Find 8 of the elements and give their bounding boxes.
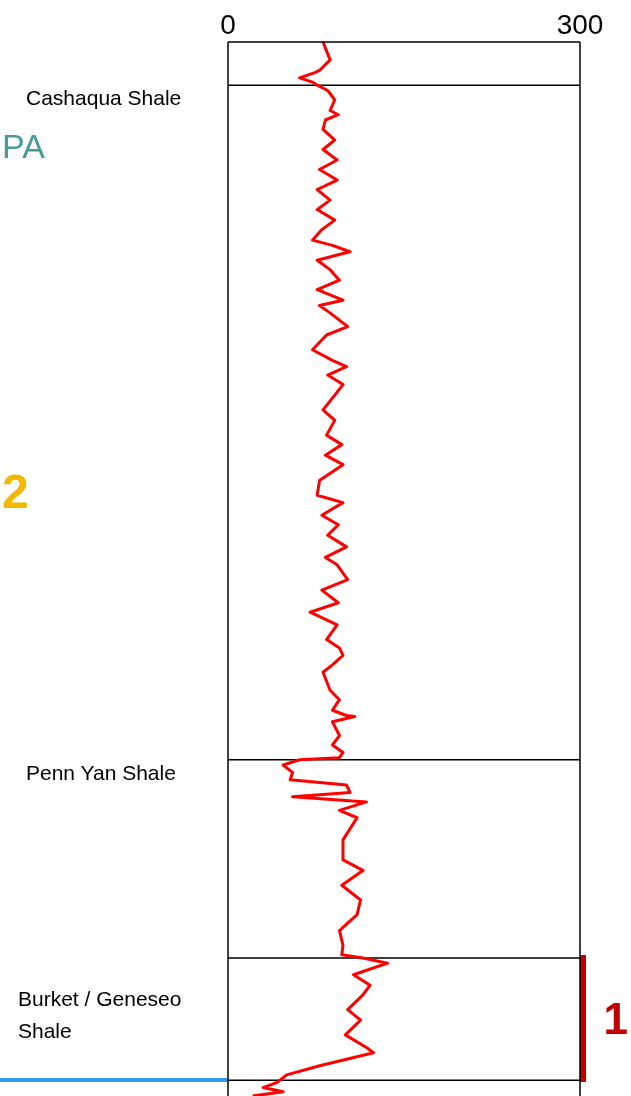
text: PA <box>2 127 46 165</box>
x-tick-label: 300 <box>556 9 604 40</box>
x-tick-label: 0 <box>220 9 236 40</box>
text: 2 <box>2 465 29 518</box>
text: 1 <box>603 994 628 1043</box>
ref-line-label: Cashaqua Shale <box>26 86 182 110</box>
ref-line-label: Burket / Geneseo Shale <box>18 986 182 1042</box>
ref-line-label: Penn Yan Shale <box>26 760 176 784</box>
